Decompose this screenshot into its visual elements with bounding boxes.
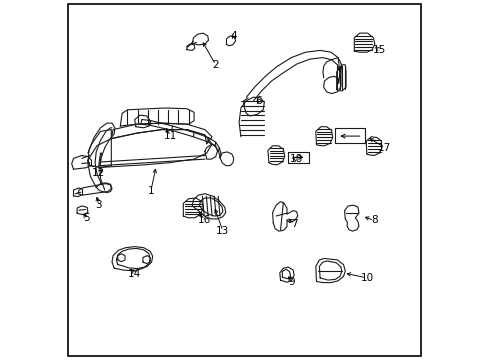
Polygon shape <box>78 184 111 195</box>
Polygon shape <box>366 137 381 156</box>
Text: 3: 3 <box>95 200 102 210</box>
Text: 12: 12 <box>92 168 105 178</box>
Text: 11: 11 <box>164 131 177 141</box>
Polygon shape <box>88 130 111 167</box>
Polygon shape <box>183 198 203 218</box>
Text: 18: 18 <box>289 154 303 164</box>
Polygon shape <box>96 183 112 193</box>
Polygon shape <box>267 146 284 165</box>
Polygon shape <box>315 127 332 146</box>
Polygon shape <box>192 194 225 219</box>
Text: 9: 9 <box>287 276 294 287</box>
Polygon shape <box>186 44 194 50</box>
Text: 13: 13 <box>216 226 229 236</box>
Polygon shape <box>204 144 217 159</box>
Polygon shape <box>322 58 340 94</box>
Text: 1: 1 <box>147 186 154 196</box>
Polygon shape <box>315 258 345 283</box>
Text: 17: 17 <box>378 143 391 153</box>
Text: 14: 14 <box>128 269 141 279</box>
Text: 2: 2 <box>212 60 219 70</box>
Polygon shape <box>112 247 152 271</box>
Polygon shape <box>220 152 233 166</box>
Polygon shape <box>279 267 294 282</box>
Polygon shape <box>72 156 91 169</box>
Polygon shape <box>111 123 212 144</box>
Polygon shape <box>120 108 194 126</box>
Polygon shape <box>354 33 374 52</box>
Polygon shape <box>134 115 150 128</box>
Polygon shape <box>335 128 365 143</box>
Polygon shape <box>77 206 88 215</box>
Text: 7: 7 <box>291 219 298 229</box>
Polygon shape <box>226 36 235 46</box>
Text: 4: 4 <box>230 31 237 41</box>
Text: 15: 15 <box>372 45 386 55</box>
Polygon shape <box>336 65 346 91</box>
Text: 8: 8 <box>370 215 377 225</box>
Text: 10: 10 <box>360 273 373 283</box>
Polygon shape <box>88 130 212 167</box>
Polygon shape <box>73 188 82 197</box>
Polygon shape <box>192 33 208 45</box>
Polygon shape <box>141 120 221 158</box>
Polygon shape <box>344 205 358 231</box>
Text: 5: 5 <box>82 213 89 223</box>
Polygon shape <box>272 202 297 231</box>
Polygon shape <box>287 152 308 163</box>
Text: 16: 16 <box>198 215 211 225</box>
Polygon shape <box>88 123 115 187</box>
Text: 6: 6 <box>255 96 262 106</box>
